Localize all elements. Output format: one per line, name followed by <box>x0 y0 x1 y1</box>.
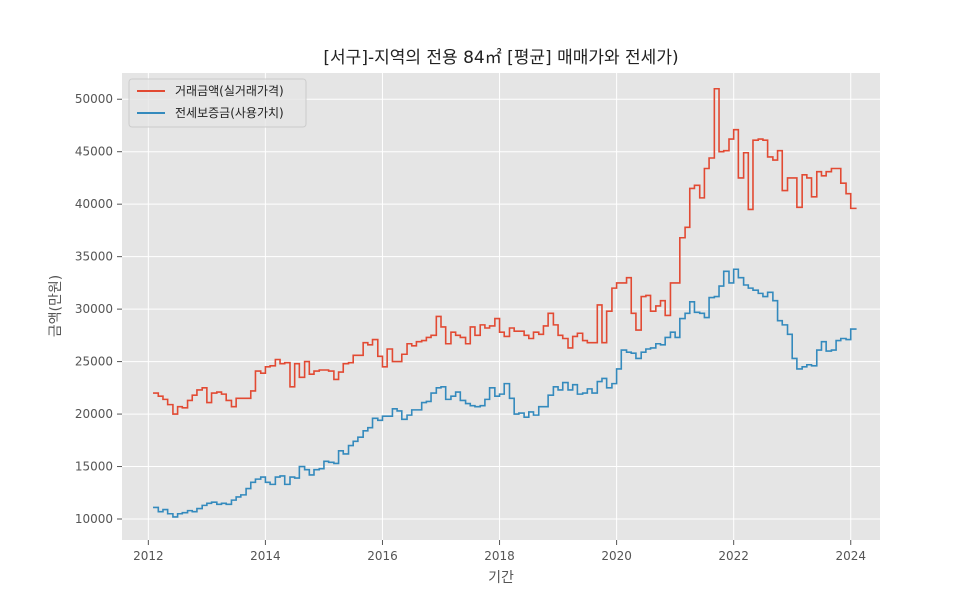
x-axis: 2012 2014 2016 2018 2020 2022 2024 <box>133 540 866 563</box>
y-tick-label: 25000 <box>75 355 113 369</box>
x-tick-label: 2016 <box>367 549 398 563</box>
y-axis-label: 금액(만원) <box>48 275 64 337</box>
x-axis-label: 기간 <box>488 570 514 586</box>
y-tick-label: 35000 <box>75 250 113 264</box>
y-tick-label: 50000 <box>75 92 113 106</box>
y-tick-label: 15000 <box>75 460 113 474</box>
y-tick-label: 10000 <box>75 512 113 526</box>
legend: 거래금액(실거래가격) 전세보증금(사용가치) <box>128 78 307 128</box>
x-tick-label: 2020 <box>601 549 632 563</box>
y-tick-label: 40000 <box>75 197 113 211</box>
y-tick-label: 20000 <box>75 407 113 421</box>
legend-label-jeonse: 전세보증금(사용가치) <box>175 106 284 120</box>
plot-background <box>122 73 880 540</box>
series-line-1 <box>153 268 857 518</box>
legend-label-trade: 거래금액(실거래가격) <box>175 84 284 98</box>
x-tick-label: 2024 <box>835 549 866 563</box>
chart-title: [서구]-지역의 전용 84㎡ [평균] 매매가와 전세가) <box>323 48 678 68</box>
legend-box <box>128 78 307 128</box>
x-tick-label: 2014 <box>250 549 281 563</box>
y-tick-label: 30000 <box>75 302 113 316</box>
series-layer <box>153 87 857 518</box>
series-line-0 <box>153 87 857 415</box>
x-tick-label: 2018 <box>484 549 515 563</box>
x-tick-label: 2022 <box>718 549 749 563</box>
y-axis: 10000 15000 20000 25000 30000 35000 40000 45000… <box>75 92 122 526</box>
y-tick-label: 45000 <box>75 145 113 159</box>
x-tick-label: 2012 <box>133 549 164 563</box>
